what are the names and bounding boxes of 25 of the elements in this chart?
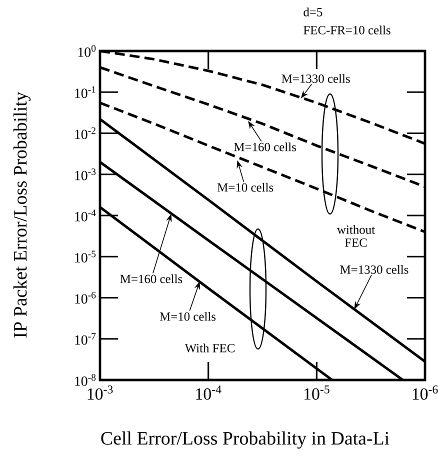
annotation: M=10 cells [160,312,216,321]
x-axis-title: Cell Error/Loss Probability in Data-Li [101,431,390,449]
annotation: without FEC [336,225,375,247]
y-tick-label: 10$^{-1}$ [75,86,96,98]
annotation: With FEC [184,344,234,352]
annotation: M=1330 cells [282,74,350,83]
x-tick-label: 10$^{-6}$ [412,386,438,400]
x-tick-label: 10$^{-3}$ [88,386,113,400]
y-tick-label: 10$^{-4}$ [75,210,96,222]
y-tick-label: 10$^{0}$ [78,45,96,57]
text: FEC-FR=10 cells [304,26,390,34]
x-tick-label: 10$^{-5}$ [304,386,330,400]
annotation: M=10 cells [217,182,274,192]
annotation: M=160 cells [120,274,182,284]
text: d=5 [304,8,322,16]
y-tick-label: 10$^{-3}$ [75,168,96,180]
y-tick-label: 10$^{-6}$ [75,292,96,304]
annotation: M=160 cells [234,142,296,152]
y-axis-title: IP Packet Error/Loss Probability [13,92,31,338]
y-tick-label: 10$^{-8}$ [75,374,96,386]
y-tick-label: 10$^{-5}$ [75,250,96,263]
y-tick-label: 10$^{-2}$ [75,127,96,140]
y-tick-label: 10$^{-7}$ [75,333,96,345]
annotation: M=1330 cells [340,265,408,274]
x-tick-label: 10$^{-4}$ [196,386,222,400]
